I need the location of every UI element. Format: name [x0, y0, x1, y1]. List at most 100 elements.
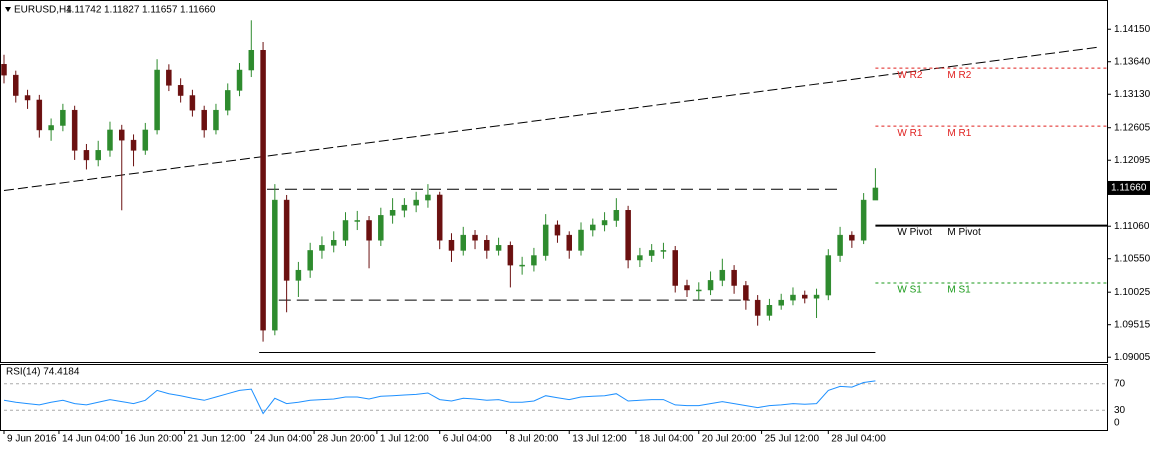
- candle-body: [625, 210, 631, 261]
- y-tick-label: 1.10025: [1114, 287, 1150, 298]
- candle-body: [448, 239, 455, 251]
- candle-body: [436, 194, 443, 241]
- candle-body: [142, 129, 149, 151]
- symbol-title: EURUSD,H4: [14, 5, 72, 16]
- y-tick-label: 1.09005: [1114, 352, 1150, 363]
- candle-body: [460, 234, 467, 251]
- x-tick-label: 18 Jul 04:00: [639, 434, 694, 445]
- menu-triangle: [5, 7, 11, 12]
- y-tick-label: 1.13130: [1114, 89, 1150, 100]
- pivot-label: W R2: [897, 70, 922, 81]
- candle-body: [425, 194, 431, 201]
- x-tick-label: 28 Jul 04:00: [831, 434, 886, 445]
- rsi-line: [3, 380, 876, 415]
- trend-line: [3, 46, 1100, 192]
- rsi-tick-label: 0: [1114, 418, 1120, 429]
- candle-body: [342, 220, 349, 241]
- candle-body: [224, 90, 231, 111]
- candle-body: [189, 95, 196, 111]
- candle-body: [872, 187, 879, 201]
- candle-body: [660, 250, 667, 252]
- candle-body: [849, 234, 855, 241]
- candle-body: [648, 250, 655, 256]
- y-tick-label: 1.13640: [1114, 56, 1150, 67]
- ohlc-value: 1.11827: [104, 5, 140, 16]
- candle-body: [778, 299, 784, 306]
- candle-body: [83, 150, 90, 161]
- candle-body: [236, 69, 243, 91]
- candle-body: [295, 269, 302, 281]
- candle-body: [531, 255, 537, 266]
- main-frame: [0, 0, 1108, 363]
- candle-body: [260, 50, 266, 331]
- candle-body: [48, 125, 54, 131]
- candle-body: [860, 199, 867, 241]
- candle-body: [590, 224, 596, 231]
- rsi-tick-label: 30: [1114, 405, 1126, 416]
- y-tick-label: 1.10550: [1114, 253, 1150, 264]
- candle-body: [13, 74, 19, 96]
- candle-body: [401, 204, 408, 211]
- x-tick-label: 28 Jun 20:00: [317, 434, 375, 445]
- candle-body: [566, 234, 572, 251]
- x-tick-label: 25 Jul 12:00: [765, 434, 820, 445]
- candle-body: [272, 199, 278, 331]
- candle-body: [495, 245, 502, 251]
- x-tick-label: 9 Jun 2016: [7, 434, 57, 445]
- candle-body: [637, 255, 643, 261]
- candle-body: [684, 285, 690, 291]
- candle-body: [201, 109, 207, 131]
- x-tick-label: 21 Jun 12:00: [188, 434, 246, 445]
- x-tick-label: 20 Jul 20:00: [702, 434, 757, 445]
- candle-body: [119, 129, 125, 141]
- candle-body: [731, 269, 737, 286]
- candle-body: [696, 289, 702, 292]
- ohlc-value: 1.11657: [142, 5, 178, 16]
- candle-body: [307, 250, 313, 271]
- candle-body: [790, 294, 796, 301]
- pivot-label: M S1: [947, 285, 971, 296]
- pivot-label: M Pivot: [947, 227, 981, 238]
- candle-body: [754, 299, 761, 316]
- y-tick-label: 1.12095: [1114, 155, 1150, 166]
- y-tick-label: 1.09515: [1114, 319, 1150, 330]
- candle-body: [213, 109, 219, 131]
- candle-body: [542, 224, 549, 256]
- candle-body: [472, 234, 478, 241]
- x-tick-label: 16 Jun 20:00: [125, 434, 183, 445]
- current-price-box: [1108, 180, 1150, 195]
- rsi-frame: [0, 364, 1108, 431]
- y-tick-label: 1.14150: [1114, 24, 1150, 35]
- candle-body: [319, 245, 325, 251]
- candle-body: [366, 220, 372, 241]
- rsi-title: RSI(14) 74.4184: [6, 367, 80, 378]
- candle-body: [166, 69, 172, 86]
- candle-body: [177, 85, 184, 96]
- candle-body: [60, 109, 66, 126]
- candle-body: [154, 69, 160, 131]
- candle-body: [95, 150, 101, 161]
- candle-body: [837, 234, 843, 256]
- candle-body: [519, 264, 525, 267]
- candle-body: [24, 95, 31, 101]
- pivot-label: M R2: [947, 70, 971, 81]
- candle-body: [802, 294, 808, 299]
- candle-body: [743, 285, 749, 301]
- pivot-label: W S1: [897, 285, 922, 296]
- rsi-tick-label: 70: [1114, 378, 1126, 389]
- candle-body: [413, 199, 419, 206]
- candle-body: [766, 305, 773, 316]
- x-tick-label: 14 Jun 04:00: [62, 434, 120, 445]
- candle-body: [507, 245, 514, 266]
- candle-body: [601, 220, 608, 226]
- candle-body: [283, 199, 290, 281]
- candle-body: [825, 255, 832, 296]
- ohlc-value: 1.11660: [180, 5, 216, 16]
- ohlc-value: 1.11742: [66, 5, 102, 16]
- candle-body: [578, 229, 584, 251]
- candle-body: [719, 269, 726, 281]
- x-tick-label: 1 Jul 12:00: [380, 434, 429, 445]
- pivot-label: W R1: [897, 128, 922, 139]
- candle-body: [707, 280, 714, 291]
- candle-body: [354, 220, 361, 222]
